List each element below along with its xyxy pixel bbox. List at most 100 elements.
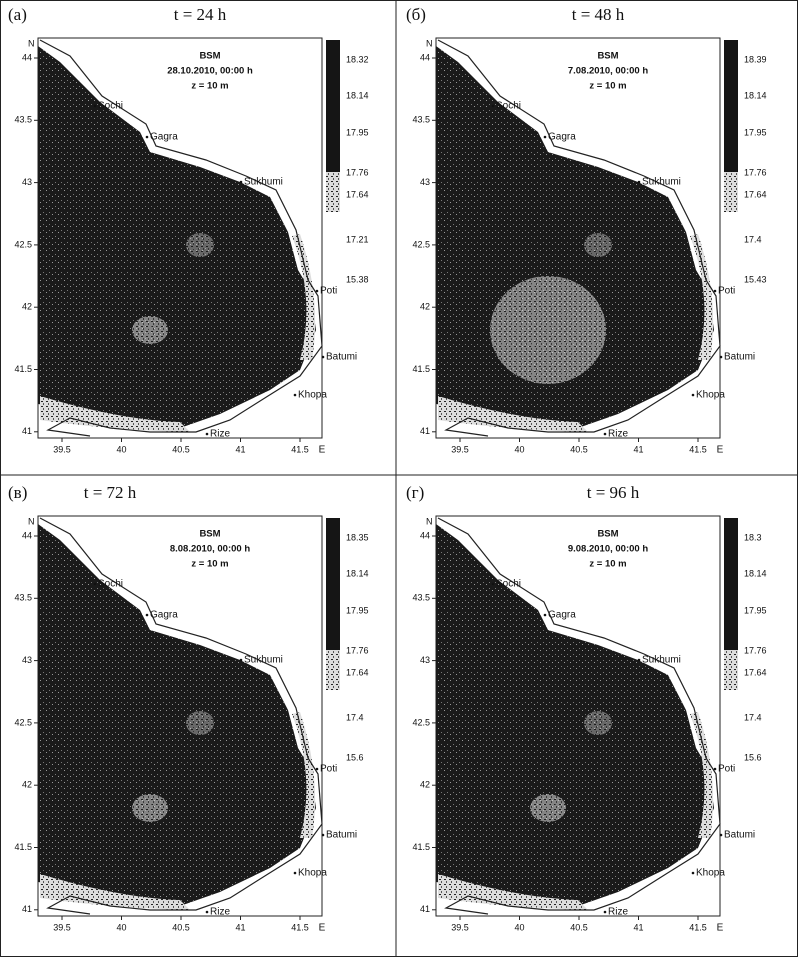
lon-tick-label: 39.5 <box>451 922 469 932</box>
eddy <box>132 794 168 822</box>
lon-tick-label: 41.5 <box>689 444 707 454</box>
model-depth: z = 10 m <box>589 559 626 570</box>
eddy <box>132 316 168 344</box>
lon-tick-label: 39.5 <box>53 922 71 932</box>
colorbar-label: 15.6 <box>744 752 762 762</box>
lat-tick-label: 43.5 <box>412 593 430 603</box>
place-dot <box>94 583 97 586</box>
eddy <box>584 711 612 735</box>
place-label: Sukhumi <box>244 177 283 188</box>
colorbar <box>724 40 738 172</box>
place-dot <box>322 834 325 837</box>
place-dot <box>206 911 209 914</box>
figure: (a)t = 24 hBSM28.10.2010, 00:00 hz = 10 … <box>0 0 798 957</box>
lon-tick-label: 40.5 <box>570 922 588 932</box>
colorbar-label: 18.14 <box>346 90 369 100</box>
place-dot <box>720 834 723 837</box>
colorbar-label: 17.76 <box>744 645 767 655</box>
place-dot <box>692 872 695 875</box>
lat-tick-label: 42.5 <box>14 239 32 249</box>
lat-tick-label: 42.5 <box>14 717 32 727</box>
colorbar-label: 18.39 <box>744 54 767 64</box>
model-date: 7.08.2010, 00:00 h <box>568 66 648 77</box>
place-dot <box>294 394 297 397</box>
place-label: Rize <box>608 907 628 918</box>
map-panel: (г)t = 96 hBSM9.08.2010, 00:00 hz = 10 m… <box>406 483 767 934</box>
place-label: Gagra <box>548 610 576 621</box>
colorbar-label: 18.32 <box>346 54 369 64</box>
panel-label: (б) <box>406 5 426 24</box>
colorbar-label: 18.14 <box>744 90 767 100</box>
place-label: Sochi <box>98 579 123 590</box>
lat-tick-label: 42 <box>420 302 430 312</box>
lon-tick-label: 41.5 <box>689 922 707 932</box>
place-label: Poti <box>718 764 735 775</box>
lat-tick-label: 41.5 <box>14 842 32 852</box>
colorbar-label: 15.43 <box>744 274 767 284</box>
lat-tick-label: 43.5 <box>412 115 430 125</box>
place-label: Batumi <box>724 830 755 841</box>
place-dot <box>720 356 723 359</box>
place-label: Sukhumi <box>642 177 681 188</box>
lat-tick-label: 41 <box>22 426 32 436</box>
colorbar-label: 17.76 <box>346 167 369 177</box>
place-label: Gagra <box>150 132 178 143</box>
place-dot <box>604 911 607 914</box>
lon-tick-label: 40.5 <box>570 444 588 454</box>
colorbar-label: 17.95 <box>744 605 767 615</box>
place-dot <box>206 433 209 436</box>
lon-tick-label: 39.5 <box>53 444 71 454</box>
model-date: 8.08.2010, 00:00 h <box>170 544 250 555</box>
eddy <box>186 233 214 257</box>
colorbar-light <box>326 650 340 690</box>
panel-time: t = 72 h <box>84 483 137 502</box>
lon-tick-label: 41 <box>633 444 643 454</box>
panel-time: t = 48 h <box>572 5 625 24</box>
colorbar-light <box>724 172 738 212</box>
lat-tick-label: 42 <box>420 780 430 790</box>
model-name: BSM <box>597 529 618 540</box>
lat-tick-label: 44 <box>420 530 430 540</box>
lon-tick-label: 41.5 <box>291 444 309 454</box>
place-label: Khopa <box>298 390 327 401</box>
colorbar-label: 17.4 <box>744 712 762 722</box>
lon-tick-label: 40 <box>514 444 524 454</box>
place-label: Batumi <box>326 352 357 363</box>
lat-tick-label: 42.5 <box>412 239 430 249</box>
colorbar-label: 17.4 <box>744 234 762 244</box>
east-label: E <box>717 923 724 934</box>
colorbar-label: 17.76 <box>346 645 369 655</box>
lon-tick-label: 41 <box>235 444 245 454</box>
place-label: Khopa <box>696 390 725 401</box>
place-dot <box>638 659 641 662</box>
lat-tick-label: 41.5 <box>14 364 32 374</box>
place-dot <box>240 181 243 184</box>
place-dot <box>94 105 97 108</box>
model-depth: z = 10 m <box>589 81 626 92</box>
colorbar-label: 17.21 <box>346 234 369 244</box>
place-label: Sochi <box>496 101 521 112</box>
colorbar-label: 18.14 <box>744 568 767 578</box>
model-depth: z = 10 m <box>191 559 228 570</box>
colorbar-label: 17.64 <box>346 667 369 677</box>
north-label: N <box>28 38 35 48</box>
colorbar-label: 17.4 <box>346 712 364 722</box>
place-label: Rize <box>608 429 628 440</box>
lat-tick-label: 43.5 <box>14 593 32 603</box>
lon-tick-label: 40.5 <box>172 922 190 932</box>
eddy <box>530 794 566 822</box>
colorbar-label: 17.95 <box>346 127 369 137</box>
place-dot <box>692 394 695 397</box>
colorbar-label: 17.64 <box>744 189 767 199</box>
lat-tick-label: 44 <box>22 52 32 62</box>
place-dot <box>322 356 325 359</box>
colorbar-label: 18.14 <box>346 568 369 578</box>
panel-label: (a) <box>8 5 27 24</box>
panel-label: (в) <box>8 483 27 502</box>
place-dot <box>294 872 297 875</box>
lat-tick-label: 41 <box>420 426 430 436</box>
east-label: E <box>319 923 326 934</box>
